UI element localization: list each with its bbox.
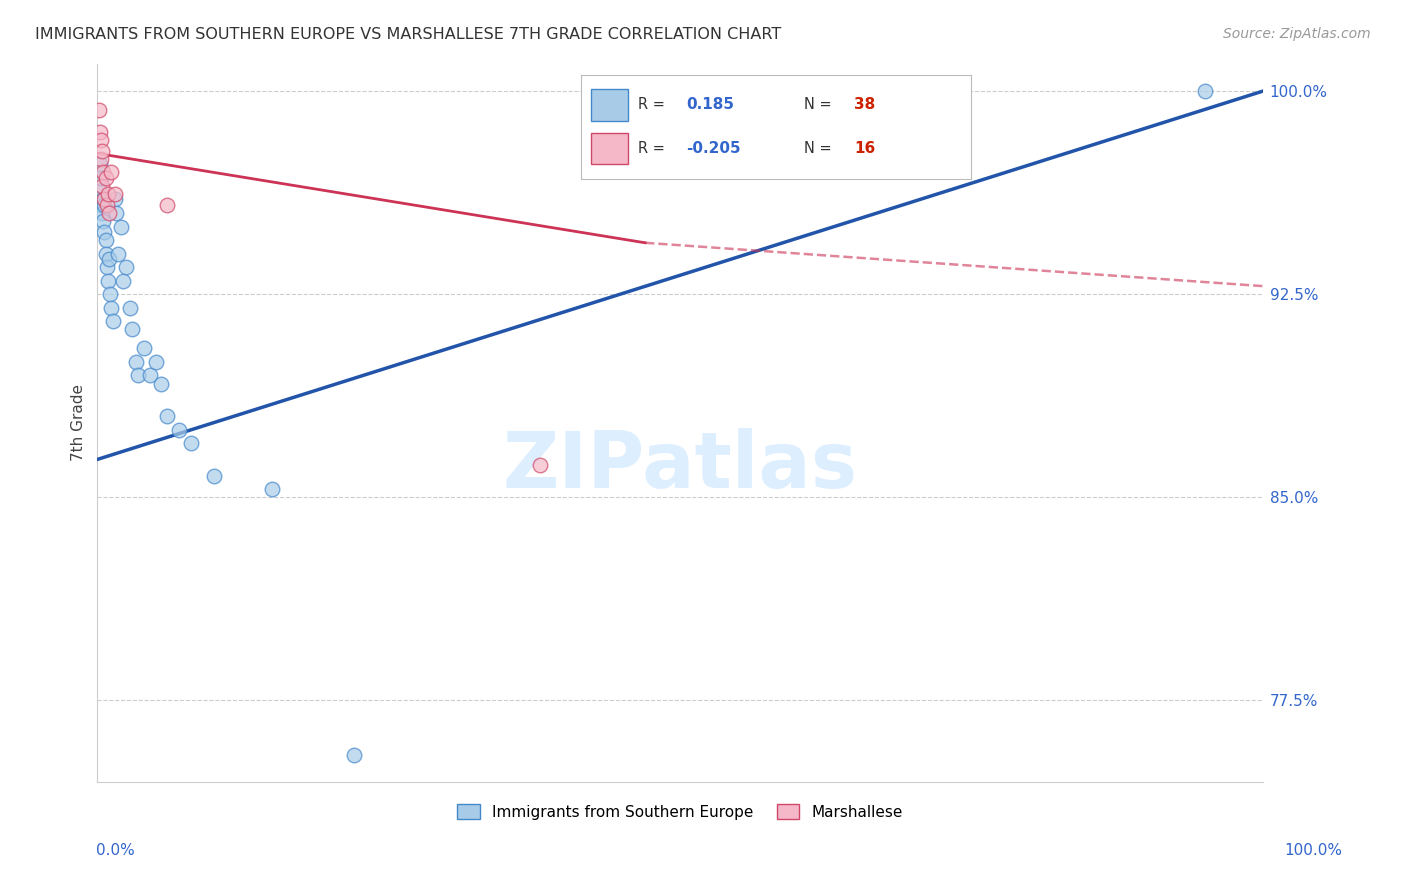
Point (132, 342, 155, 356)
Point (93, 198, 115, 212)
Point (105, 206, 128, 220)
Point (87, 103, 110, 117)
Point (180, 436, 202, 450)
Point (98, 287, 121, 301)
Point (100, 165, 122, 179)
Point (97, 274, 120, 288)
Point (139, 368, 162, 383)
Point (104, 193, 127, 207)
Point (94, 233, 117, 247)
Point (1194, 84, 1216, 98)
Point (91, 178, 114, 193)
Point (90, 170, 112, 185)
Point (90, 133, 112, 147)
Text: IMMIGRANTS FROM SOUTHERN EUROPE VS MARSHALLESE 7TH GRADE CORRELATION CHART: IMMIGRANTS FROM SOUTHERN EUROPE VS MARSH… (35, 27, 782, 42)
Legend: Immigrants from Southern Europe, Marshallese: Immigrants from Southern Europe, Marshal… (451, 797, 910, 826)
Point (96, 260, 118, 275)
Point (156, 409, 179, 423)
Point (115, 260, 138, 275)
Point (97, 187, 120, 202)
Point (110, 219, 132, 234)
Text: 100.0%: 100.0% (1285, 843, 1343, 858)
Point (91, 165, 114, 179)
Point (96, 198, 118, 212)
Point (262, 482, 284, 496)
Point (89, 184, 111, 198)
Point (89, 125, 111, 139)
Point (98, 252, 121, 266)
Point (167, 423, 190, 437)
Point (98, 206, 121, 220)
Text: 0.0%: 0.0% (96, 843, 135, 858)
Point (125, 355, 148, 369)
Text: Source: ZipAtlas.com: Source: ZipAtlas.com (1223, 27, 1371, 41)
Point (107, 246, 129, 260)
Point (529, 458, 551, 472)
Point (156, 198, 179, 212)
Point (111, 274, 134, 288)
Point (104, 187, 127, 202)
Point (127, 368, 149, 383)
Point (121, 322, 143, 336)
Point (94, 246, 117, 260)
Point (93, 193, 115, 207)
Point (343, 747, 366, 762)
Point (145, 355, 167, 369)
Point (90, 152, 112, 166)
Point (90, 198, 112, 212)
Point (91, 193, 114, 207)
Point (150, 376, 173, 391)
Text: ZIPatlas: ZIPatlas (502, 428, 858, 504)
Point (91, 206, 114, 220)
Point (89, 157, 111, 171)
Point (91, 144, 114, 158)
Point (118, 301, 141, 315)
Point (94, 170, 117, 185)
Point (100, 301, 122, 315)
Point (91, 214, 114, 228)
Point (101, 314, 124, 328)
Point (202, 468, 225, 483)
Point (93, 225, 115, 239)
Y-axis label: 7th Grade: 7th Grade (72, 384, 86, 461)
